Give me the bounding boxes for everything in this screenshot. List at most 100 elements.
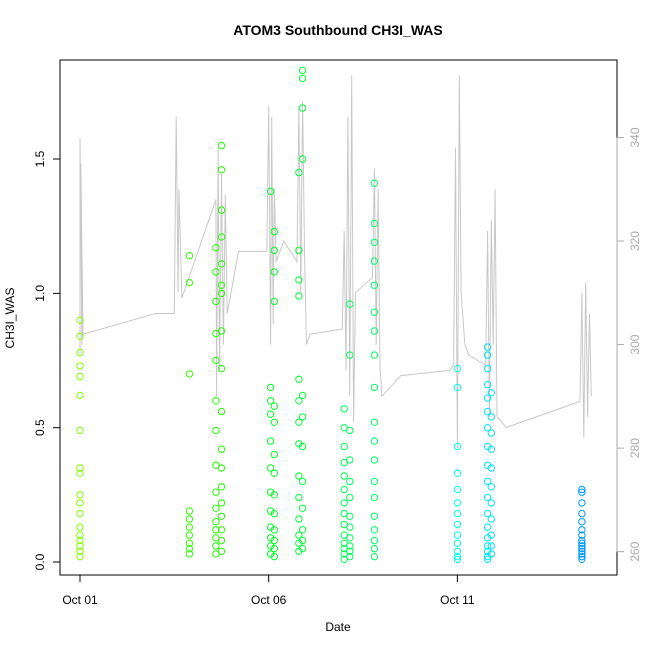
data-point [76, 499, 84, 507]
trace-line [79, 75, 592, 449]
data-point [270, 268, 278, 276]
data-point [483, 555, 492, 563]
data-point [270, 526, 278, 534]
data-point [217, 483, 226, 491]
data-point [370, 418, 379, 426]
data-point [76, 372, 84, 381]
data-point [483, 547, 492, 555]
data-point [76, 469, 84, 477]
data-point [453, 442, 462, 451]
data-point [578, 499, 586, 507]
data-point [217, 547, 226, 555]
data-point [453, 552, 462, 561]
data-point [370, 526, 379, 534]
data-point [370, 544, 379, 553]
data-point [578, 547, 586, 555]
data-point [212, 518, 220, 526]
data-point [453, 539, 462, 547]
data-point [298, 66, 307, 75]
data-point [185, 523, 194, 531]
data-point [270, 418, 278, 426]
data-point [266, 410, 275, 418]
data-point [217, 327, 226, 335]
data-point [578, 485, 586, 494]
data-point [298, 74, 307, 83]
data-point [487, 464, 495, 472]
data-point [346, 552, 354, 561]
y-tick-label: 1.0 [33, 285, 47, 302]
data-point [270, 509, 278, 518]
data-point [578, 488, 586, 496]
data-point [578, 509, 586, 518]
data-point [295, 276, 303, 284]
data-point [185, 370, 194, 378]
data-point [217, 364, 226, 373]
data-point [185, 278, 194, 287]
data-point [483, 381, 492, 389]
data-point [76, 491, 84, 499]
data-point [578, 544, 586, 553]
y2-tick-label: 340 [628, 127, 642, 147]
data-point [298, 104, 307, 112]
data-point [212, 244, 220, 252]
data-point [76, 547, 84, 555]
data-point [370, 308, 379, 316]
data-point [483, 394, 492, 402]
data-point [217, 141, 226, 150]
x-tick-label: Oct 01 [62, 593, 98, 607]
data-point [217, 464, 226, 472]
data-point [266, 437, 275, 445]
data-point [483, 343, 492, 351]
data-point [346, 300, 354, 308]
data-point [270, 552, 278, 561]
data-point [217, 526, 226, 534]
data-point [217, 166, 226, 174]
data-point [295, 375, 303, 383]
data-point [487, 445, 495, 453]
data-point [212, 426, 220, 435]
data-point [76, 362, 84, 370]
data-point [270, 402, 278, 410]
data-point [270, 469, 278, 477]
data-point [76, 348, 84, 357]
chart-title: ATOM3 Southbound CH3I_WAS [233, 22, 442, 38]
data-point [340, 405, 348, 413]
data-point [370, 281, 379, 289]
data-point [453, 499, 462, 507]
data-point [295, 168, 303, 177]
data-point [266, 464, 275, 472]
data-point [578, 550, 586, 558]
data-point [346, 512, 354, 520]
x-axis: Oct 01 Oct 06 Oct 11 [62, 574, 475, 607]
data-point [270, 297, 278, 306]
data-point [578, 552, 586, 561]
data-point [217, 512, 226, 520]
data-point [217, 445, 226, 453]
data-point [370, 179, 379, 187]
data-point [217, 260, 226, 268]
data-point [212, 504, 220, 512]
data-point [76, 509, 84, 518]
data-point [76, 523, 84, 531]
data-point [370, 512, 379, 520]
data-point [298, 504, 307, 512]
data-point [266, 383, 275, 392]
data-point [487, 499, 495, 507]
data-point [295, 397, 303, 405]
data-point [185, 544, 194, 553]
data-point [346, 351, 354, 359]
data-point [212, 397, 220, 405]
trace-series [79, 75, 592, 449]
data-point [185, 531, 194, 539]
data-point [212, 542, 220, 550]
data-point [370, 383, 379, 392]
y2-tick-label: 300 [628, 334, 642, 354]
data-point [298, 526, 307, 534]
data-point [346, 534, 354, 542]
data-point [298, 536, 307, 545]
data-point [346, 477, 354, 486]
data-point [298, 155, 307, 163]
data-point [212, 268, 220, 276]
data-point [370, 219, 379, 228]
